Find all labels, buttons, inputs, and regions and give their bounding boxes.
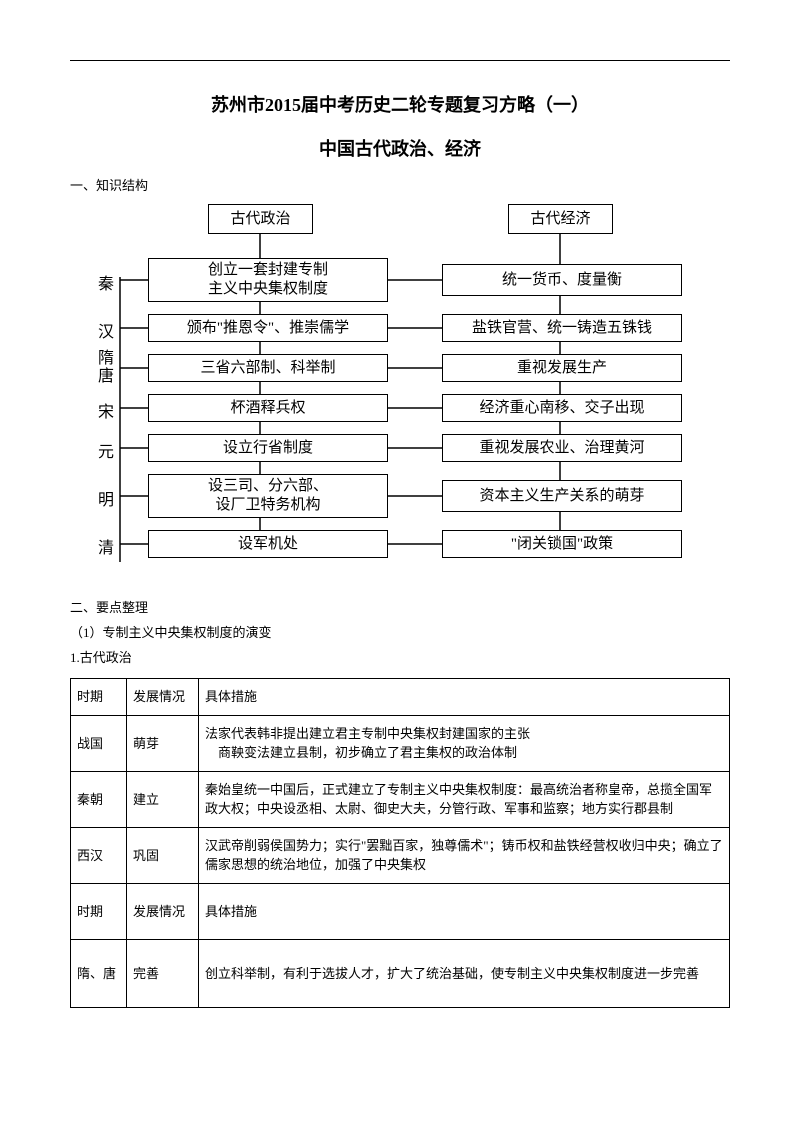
table-cell: 巩固 [127, 827, 199, 883]
section-2-label: 二、要点整理 [70, 598, 730, 619]
diagram-box-left: 设三司、分六部、 设厂卫特务机构 [148, 474, 388, 518]
table-row: 秦朝 建立 秦始皇统一中国后，正式建立了专制主义中央集权制度：最高统治者称皇帝，… [71, 771, 730, 827]
diagram-box-left: 颁布"推恩令"、推崇儒学 [148, 314, 388, 342]
table-cell: 隋、唐 [71, 939, 127, 1007]
table-cell: 汉武帝削弱侯国势力；实行"罢黜百家，独尊儒术"；铸币权和盐铁经营权收归中央；确立… [199, 827, 730, 883]
table-cell: 具体措施 [199, 883, 730, 939]
dynasty-label: 宋 [96, 398, 116, 422]
table-cell: 法家代表韩非提出建立君主专制中央集权封建国家的主张 商鞅变法建立县制，初步确立了… [199, 715, 730, 771]
section-1-label: 一、知识结构 [70, 175, 730, 194]
subtitle: 中国古代政治、经济 [70, 135, 730, 161]
table-cell: 发展情况 [127, 883, 199, 939]
dynasty-label: 清 [96, 534, 116, 558]
horizontal-rule [70, 60, 730, 61]
diagram-box-right: 资本主义生产关系的萌芽 [442, 480, 682, 512]
table-row: 战国 萌芽 法家代表韩非提出建立君主专制中央集权封建国家的主张 商鞅变法建立县制… [71, 715, 730, 771]
diagram-box-left: 创立一套封建专制 主义中央集权制度 [148, 258, 388, 302]
table-row: 隋、唐 完善 创立科举制，有利于选拔人才，扩大了统治基础，使专制主义中央集权制度… [71, 939, 730, 1007]
table-cell: 萌芽 [127, 715, 199, 771]
table-cell: 建立 [127, 771, 199, 827]
diagram-header-right: 古代经济 [508, 204, 613, 234]
diagram-box-left: 设立行省制度 [148, 434, 388, 462]
diagram-box-right: 重视发展生产 [442, 354, 682, 382]
dynasty-label: 元 [96, 438, 116, 462]
dynasty-label: 秦 [96, 270, 116, 294]
diagram-box-left: 设军机处 [148, 530, 388, 558]
table-cell: 秦始皇统一中国后，正式建立了专制主义中央集权制度：最高统治者称皇帝，总揽全国军政… [199, 771, 730, 827]
politics-table: 时期 发展情况 具体措施 战国 萌芽 法家代表韩非提出建立君主专制中央集权封建国… [70, 678, 730, 1008]
table-cell: 秦朝 [71, 771, 127, 827]
table-cell: 完善 [127, 939, 199, 1007]
dynasty-label: 明 [96, 486, 116, 510]
diagram-box-right: 盐铁官营、统一铸造五铢钱 [442, 314, 682, 342]
table-row: 时期 发展情况 具体措施 [71, 679, 730, 716]
subsection-2: 1.古代政治 [70, 648, 730, 669]
dynasty-label: 隋唐 [96, 350, 116, 385]
table-header: 时期 [71, 679, 127, 716]
table-cell: 战国 [71, 715, 127, 771]
diagram-box-left: 三省六部制、科举制 [148, 354, 388, 382]
dynasty-label: 汉 [96, 318, 116, 342]
table-cell: 西汉 [71, 827, 127, 883]
table-cell: 创立科举制，有利于选拔人才，扩大了统治基础，使专制主义中央集权制度进一步完善 [199, 939, 730, 1007]
diagram-header-left: 古代政治 [208, 204, 313, 234]
table-row: 时期 发展情况 具体措施 [71, 883, 730, 939]
table-cell: 时期 [71, 883, 127, 939]
table-header: 发展情况 [127, 679, 199, 716]
subsection-1: （1）专制主义中央集权制度的演变 [70, 623, 730, 644]
knowledge-structure-diagram: 古代政治 古代经济 秦 汉 隋唐 宋 元 明 清 创立一套封建专制 主义中央集权… [90, 202, 710, 582]
diagram-box-right: 重视发展农业、治理黄河 [442, 434, 682, 462]
diagram-box-right: 统一货币、度量衡 [442, 264, 682, 296]
diagram-box-left: 杯酒释兵权 [148, 394, 388, 422]
main-title: 苏州市2015届中考历史二轮专题复习方略（一） [70, 91, 730, 117]
diagram-box-right: "闭关锁国"政策 [442, 530, 682, 558]
table-row: 西汉 巩固 汉武帝削弱侯国势力；实行"罢黜百家，独尊儒术"；铸币权和盐铁经营权收… [71, 827, 730, 883]
table-header: 具体措施 [199, 679, 730, 716]
diagram-box-right: 经济重心南移、交子出现 [442, 394, 682, 422]
